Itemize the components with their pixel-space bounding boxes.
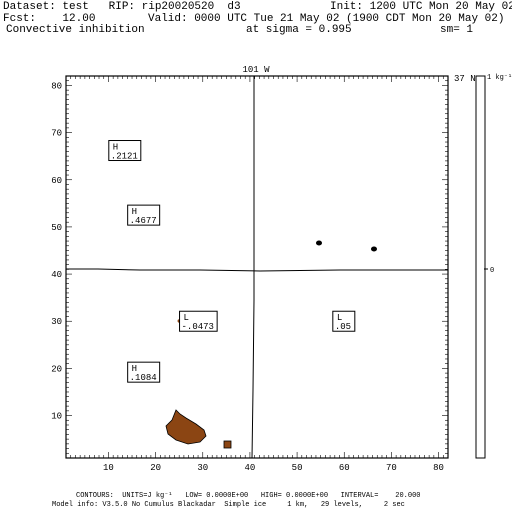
init-time-label: Init: 1200 UTC Mon 20 May 02: [330, 1, 512, 13]
marker-box: [108, 140, 142, 162]
smoothing-label: sm= 1: [440, 24, 474, 36]
y-tick-label: 70: [51, 129, 62, 139]
colorbar: [475, 75, 486, 459]
x-tick-label: 50: [292, 463, 303, 473]
marker-box: [127, 361, 161, 383]
marker-type: H: [132, 207, 137, 217]
axis-tick-labels: 10 20 30 40 50 60 70 80 10 20 30 40 50 60 70 80: [51, 81, 444, 473]
marker-box: [127, 204, 161, 226]
high-marker: H.2121: [108, 140, 142, 162]
y-tick-label: 10: [51, 412, 62, 422]
contour-dot: [316, 240, 322, 246]
marker-value: .2121: [111, 152, 138, 162]
marker-type: H: [132, 364, 137, 374]
sigma-level-label: at sigma = 0.995: [246, 24, 352, 36]
dataset-label: Dataset: test RIP: rip20020520 d3: [3, 1, 241, 13]
map-frame: [65, 75, 449, 459]
marker-type: H: [113, 143, 118, 153]
low-marker: L-.0473: [179, 310, 218, 332]
shaded-cin-region-small: [223, 440, 232, 449]
contour-dot: [371, 246, 377, 252]
model-info: Model info: V3.5.0 No Cumulus Blackadar …: [52, 501, 405, 509]
x-tick-label: 60: [339, 463, 350, 473]
right-latitude-label: 37 N: [454, 74, 476, 84]
x-tick-label: 70: [386, 463, 397, 473]
y-tick-label: 80: [51, 81, 62, 91]
x-tick-label: 40: [245, 463, 256, 473]
colorbar-zero-label: 0: [490, 267, 494, 275]
y-tick-label: 50: [51, 223, 62, 233]
y-tick-label: 40: [51, 270, 62, 280]
x-tick-label: 80: [433, 463, 444, 473]
low-marker: L.05: [332, 310, 356, 332]
shaded-cin-region: [165, 409, 207, 445]
marker-value: -.0473: [182, 322, 214, 332]
high-marker: H.1084: [127, 361, 161, 383]
marker-box: [332, 310, 356, 332]
marker-box: [179, 310, 218, 332]
x-tick-label: 10: [103, 463, 114, 473]
axis-ticks: [65, 75, 449, 459]
x-tick-label: 30: [197, 463, 208, 473]
valid-time-label: Valid: 0000 UTC Tue 21 May 02 (1900 CDT …: [148, 13, 505, 25]
x-tick-label: 20: [150, 463, 161, 473]
high-marker: H.4677: [127, 204, 161, 226]
colorbar-top-label: 1 kg⁻¹: [487, 74, 512, 82]
forecast-hour-label: Fcst: 12.00: [3, 13, 96, 25]
y-tick-label: 30: [51, 317, 62, 327]
marker-value: .1084: [130, 373, 157, 383]
field-name-label: Convective inhibition: [6, 24, 145, 36]
y-tick-label: 60: [51, 176, 62, 186]
marker-value: .4677: [130, 216, 157, 226]
longitude-line: [251, 76, 255, 459]
contour-info: CONTOURS: UNITS=J kg⁻¹ LOW= 0.0000E+00 H…: [76, 492, 421, 500]
marker-type: L: [337, 313, 342, 323]
latitude-line: [66, 268, 448, 272]
top-longitude-label: 101 W: [242, 65, 270, 75]
marker-type: L: [184, 313, 189, 323]
y-tick-label: 20: [51, 364, 62, 374]
marker-value: .05: [335, 322, 351, 332]
